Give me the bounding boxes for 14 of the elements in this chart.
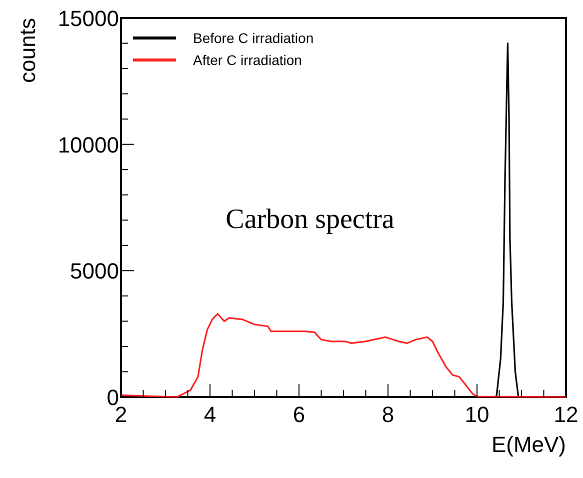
line-series <box>120 313 567 398</box>
annotation: Carbon spectra <box>226 204 395 235</box>
legend-label: Before C irradiation <box>193 30 314 46</box>
x-tick-label: 4 <box>204 402 216 427</box>
x-axis-title: E(MeV) <box>491 432 566 457</box>
legend-label: After C irradiation <box>193 52 302 68</box>
y-tick-label: 5000 <box>70 258 119 284</box>
y-axis-title: counts <box>15 18 40 83</box>
x-tick-label: 8 <box>382 402 394 427</box>
x-tick-label: 12 <box>554 402 578 427</box>
x-tick-label: 10 <box>464 402 490 427</box>
y-tick-label: 10000 <box>58 132 119 158</box>
x-tick-label: 6 <box>292 402 306 427</box>
y-tick-label: 15000 <box>58 6 119 31</box>
